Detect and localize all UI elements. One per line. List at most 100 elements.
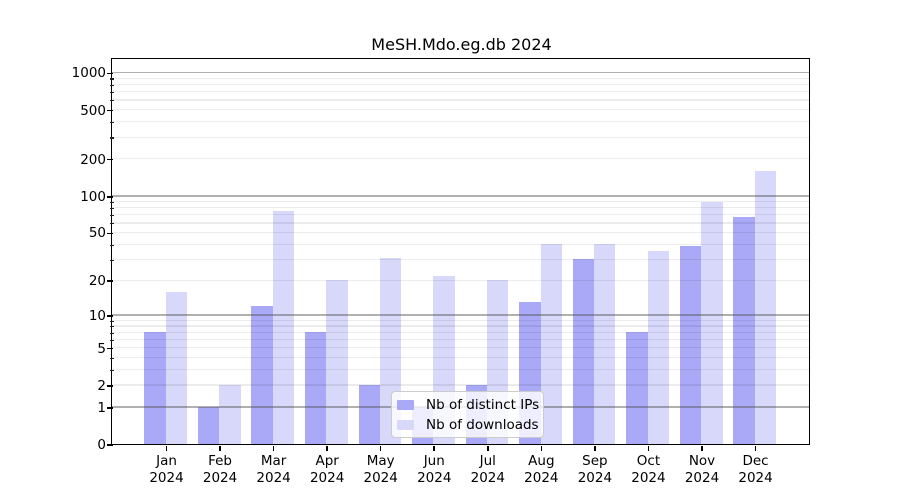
y-tick-label: 500 xyxy=(80,102,106,119)
y-minor-tick-mark xyxy=(110,244,114,246)
gridline-major xyxy=(112,195,810,197)
y-tick-label: 1000 xyxy=(71,65,106,82)
y-tick-mark xyxy=(107,315,113,317)
y-tick-mark xyxy=(107,158,113,161)
y-tick-mark xyxy=(107,72,113,75)
bar-mar-downloads xyxy=(272,210,295,445)
gridline-minor xyxy=(112,136,810,138)
y-tick-mark xyxy=(107,232,113,235)
y-minor-tick-mark xyxy=(110,100,114,102)
y-tick-mark xyxy=(107,444,113,446)
gridline-minor xyxy=(112,200,810,203)
y-tick-label: 5 xyxy=(97,340,106,357)
x-tick-label: Apr 2024 xyxy=(292,453,362,486)
y-minor-tick-mark xyxy=(110,91,114,94)
x-tick-mark xyxy=(326,445,328,452)
bar-sep-ips xyxy=(572,259,595,445)
plot-area xyxy=(111,58,811,446)
gridline-minor xyxy=(112,99,810,101)
gridline-minor xyxy=(112,347,810,349)
x-tick-mark xyxy=(219,445,221,452)
gridline-minor xyxy=(112,207,810,209)
y-tick-mark xyxy=(107,109,113,112)
gridline-minor xyxy=(112,121,810,123)
gridline-minor xyxy=(112,83,810,86)
gridline-minor xyxy=(112,357,810,359)
y-tick-mark xyxy=(107,280,113,282)
x-tick-label: Jan 2024 xyxy=(132,453,202,486)
bar-feb-downloads xyxy=(219,385,241,445)
x-tick-label: Oct 2024 xyxy=(613,453,683,486)
y-tick-mark xyxy=(107,195,113,198)
gridline-minor xyxy=(112,338,810,341)
legend-label-downloads: Nb of downloads xyxy=(426,416,539,433)
x-tick-label: Mar 2024 xyxy=(239,453,309,486)
y-minor-tick-mark xyxy=(110,357,114,359)
gridline-minor xyxy=(112,214,810,216)
y-minor-tick-mark xyxy=(110,320,114,322)
y-minor-tick-mark xyxy=(110,369,114,371)
y-minor-tick-mark xyxy=(110,208,114,210)
gridline-minor xyxy=(112,319,810,321)
gridline-minor xyxy=(112,77,810,79)
legend-item-distinct-ips: Nb of distinct IPs xyxy=(397,397,539,413)
x-tick-mark xyxy=(272,445,275,452)
legend-label-distinct-ips: Nb of distinct IPs xyxy=(426,396,540,413)
legend: Nb of distinct IPs Nb of downloads xyxy=(391,391,544,438)
bar-feb-ips xyxy=(197,406,220,445)
bar-apr-ips xyxy=(304,332,327,445)
y-minor-tick-mark xyxy=(110,201,114,203)
x-tick-label: Aug 2024 xyxy=(506,453,576,486)
bar-apr-downloads xyxy=(326,280,348,445)
bar-oct-ips xyxy=(626,332,648,445)
y-minor-tick-mark xyxy=(110,137,114,139)
bar-nov-ips xyxy=(679,245,702,445)
x-tick-year: 2024 xyxy=(202,469,238,486)
x-tick-year: 2024 xyxy=(363,469,398,486)
x-tick-mark xyxy=(647,445,650,452)
x-tick-mark xyxy=(379,445,382,452)
x-tick-year: 2024 xyxy=(256,469,291,486)
x-tick-year: 2024 xyxy=(309,469,345,486)
x-tick-year: 2024 xyxy=(470,469,505,486)
y-tick-mark xyxy=(107,406,113,409)
x-tick-mark xyxy=(165,445,168,452)
legend-swatch-downloads xyxy=(397,419,414,430)
y-minor-tick-mark xyxy=(110,121,114,124)
x-tick-year: 2024 xyxy=(738,469,773,486)
x-tick-year: 2024 xyxy=(684,469,720,486)
x-tick-year: 2024 xyxy=(417,469,452,486)
y-tick-label: 100 xyxy=(80,188,106,205)
chart-title: MeSH.Mdo.eg.db 2024 xyxy=(371,35,552,54)
gridline-minor xyxy=(112,158,810,160)
gridline-minor xyxy=(112,369,810,371)
gridline-minor xyxy=(112,91,810,93)
gridline-minor xyxy=(112,325,810,327)
bar-dec-downloads xyxy=(754,170,777,445)
x-tick-mark xyxy=(487,445,489,452)
gridline-minor xyxy=(112,384,810,386)
x-tick-mark xyxy=(594,445,596,452)
y-minor-tick-mark xyxy=(110,339,114,341)
y-tick-label: 0 xyxy=(97,437,106,453)
gridline-minor xyxy=(112,331,810,333)
legend-swatch-distinct-ips xyxy=(397,399,414,410)
x-tick-label: Jul 2024 xyxy=(453,453,523,486)
gridline-minor xyxy=(112,232,810,234)
gridline-minor xyxy=(112,109,810,111)
gridline-major xyxy=(112,314,810,316)
y-minor-tick-mark xyxy=(110,84,114,86)
x-tick-mark xyxy=(754,445,757,452)
bar-oct-downloads xyxy=(647,251,670,445)
y-tick-label: 200 xyxy=(80,151,106,168)
x-tick-year: 2024 xyxy=(577,469,613,486)
y-tick-label: 10 xyxy=(88,307,106,324)
x-tick-year: 2024 xyxy=(524,469,559,486)
x-tick-label: Dec 2024 xyxy=(721,453,791,486)
x-tick-year: 2024 xyxy=(631,469,666,486)
bar-mar-ips xyxy=(251,306,273,445)
x-tick-mark xyxy=(701,445,703,452)
y-minor-tick-mark xyxy=(110,223,114,225)
x-tick-mark xyxy=(433,445,436,452)
